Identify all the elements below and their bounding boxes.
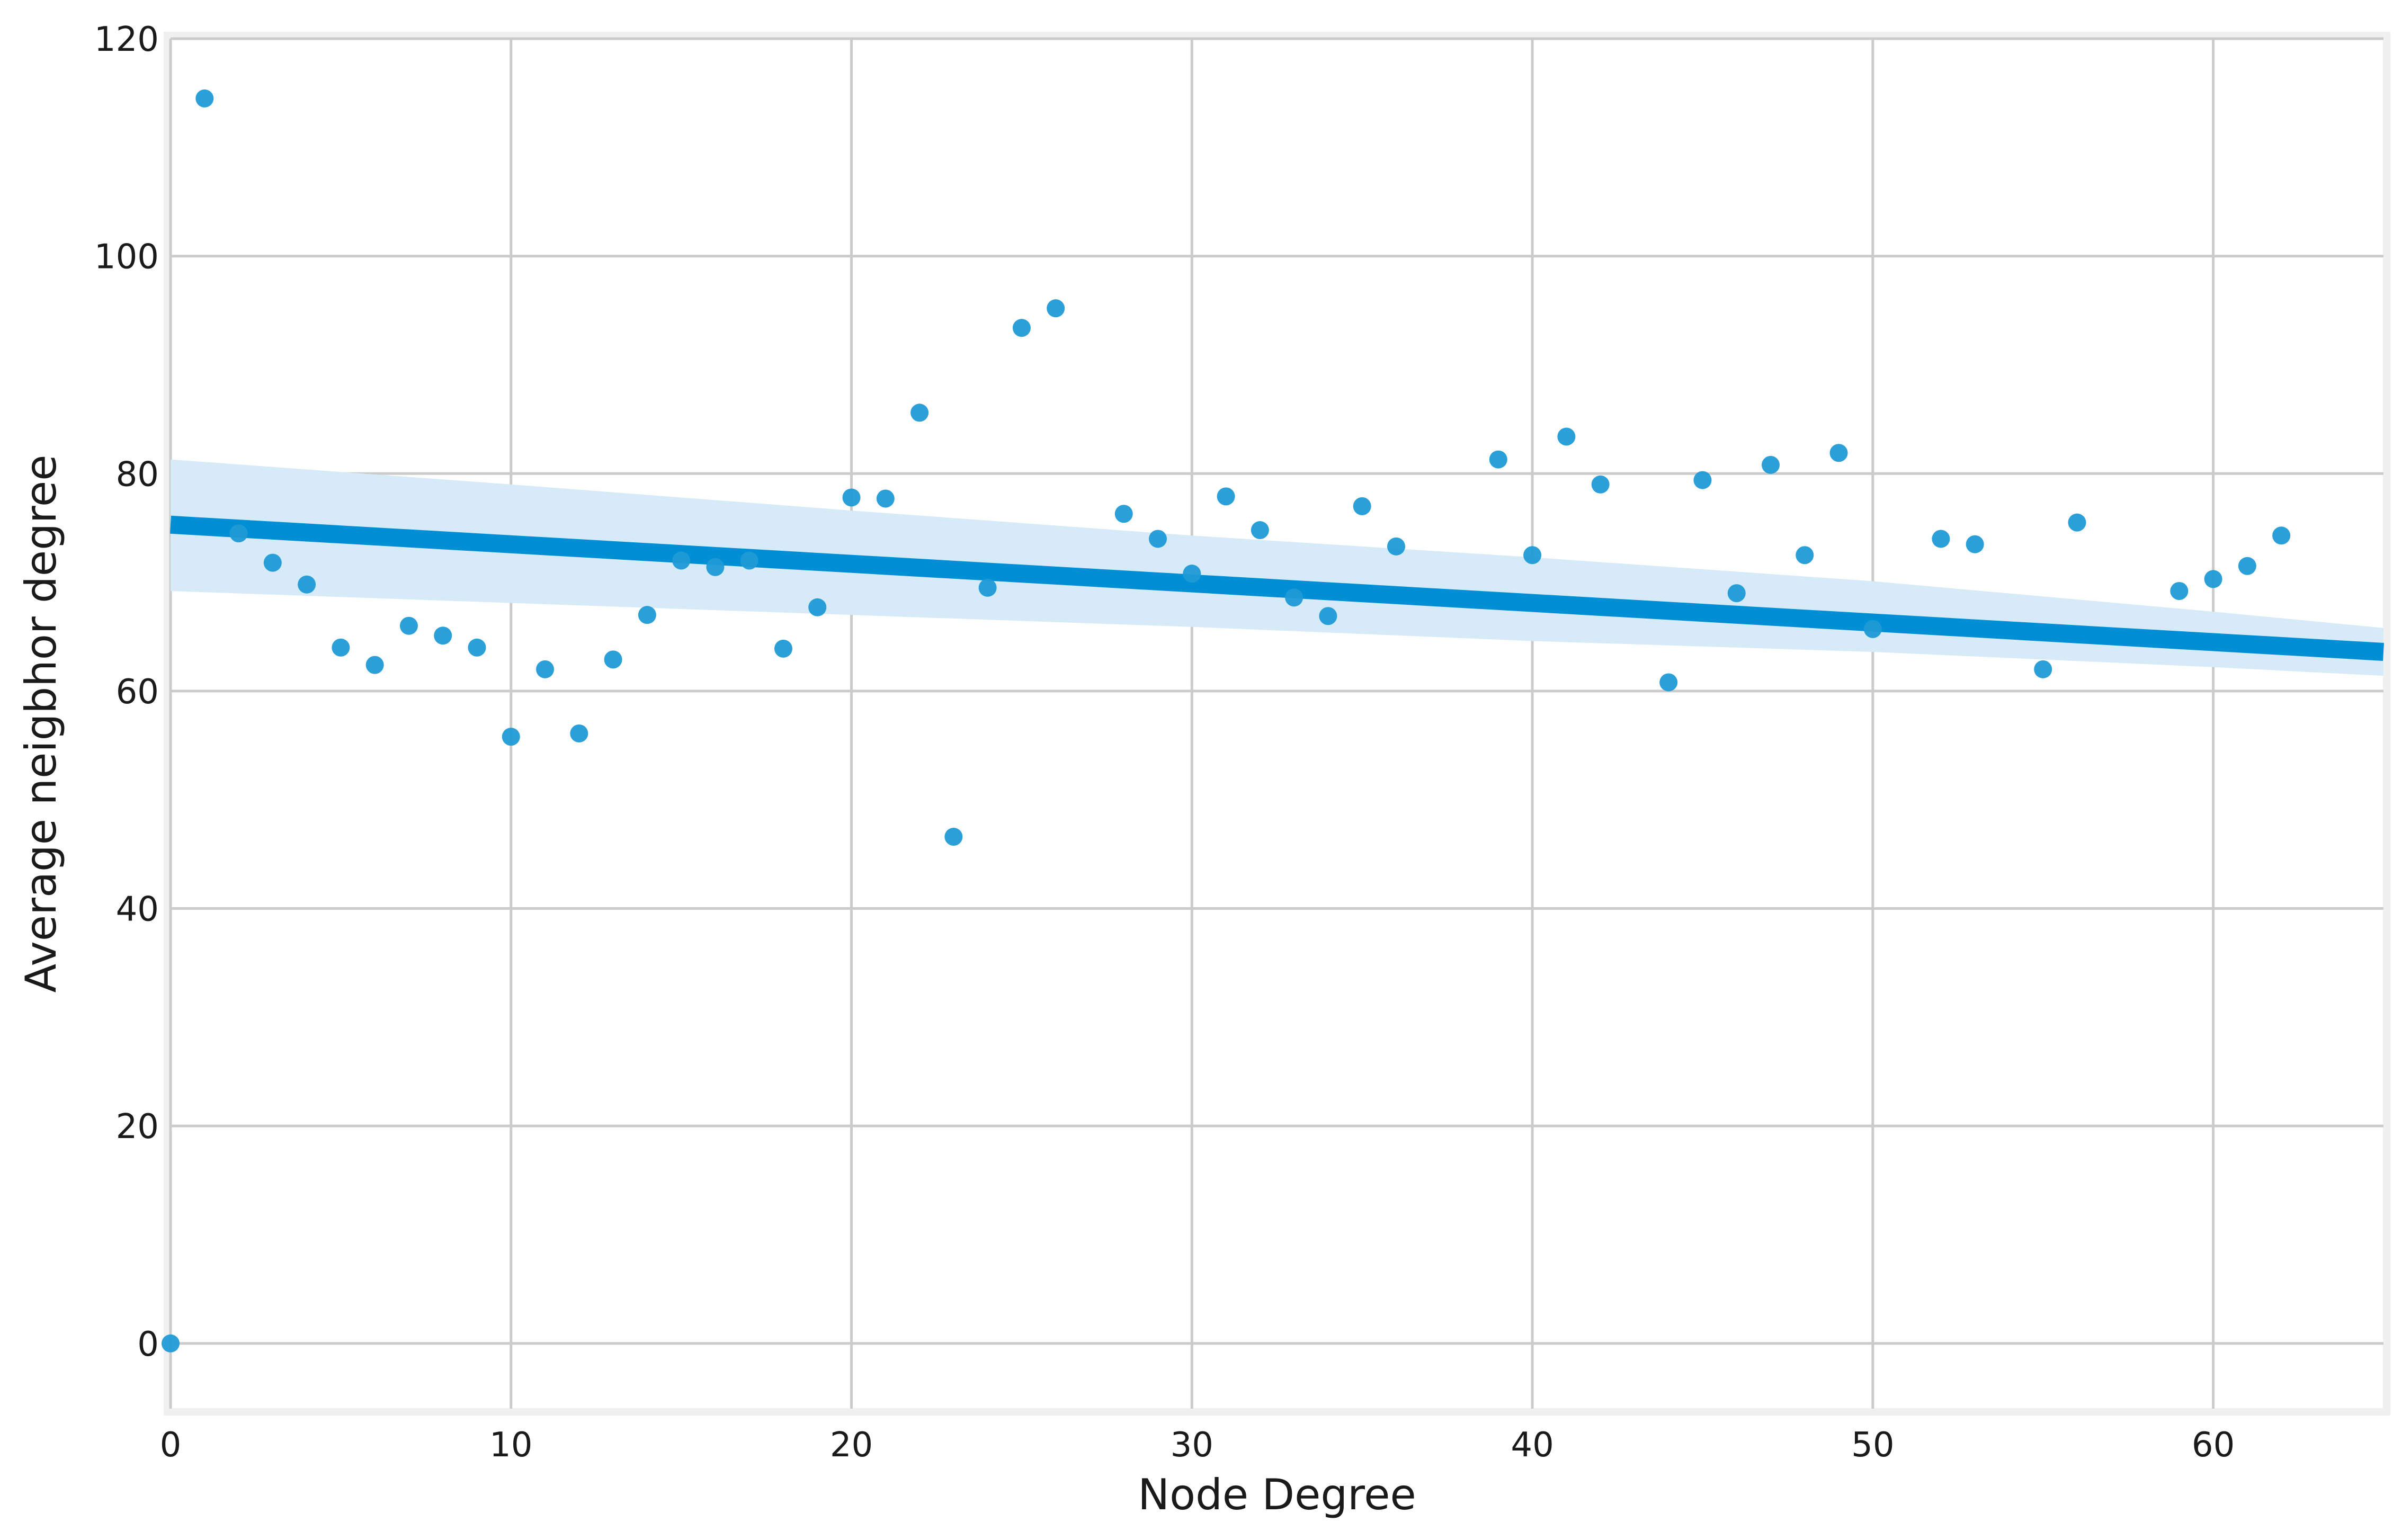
data-point: [1047, 299, 1065, 318]
data-point: [162, 1334, 180, 1353]
regression-line: [170, 515, 2384, 661]
data-point: [1285, 588, 1303, 607]
y-tick-label: 80: [116, 455, 159, 494]
data-point: [740, 551, 758, 570]
x-tick-label: 0: [160, 1426, 182, 1465]
x-tick-labels: 0 10 20 30 40 50 60: [160, 1426, 2235, 1465]
data-point: [842, 488, 861, 507]
data-point: [1727, 584, 1746, 603]
y-tick-label: 40: [116, 890, 159, 929]
data-point: [2204, 570, 2222, 588]
y-tick-labels: 0 20 40 60 80 100 120: [94, 20, 159, 1364]
data-point: [2068, 513, 2086, 532]
y-tick-label: 120: [94, 20, 159, 59]
data-point: [468, 638, 486, 657]
x-tick-label: 30: [1171, 1426, 1213, 1465]
data-point: [1966, 535, 1984, 553]
data-point: [298, 575, 316, 594]
data-point: [1012, 319, 1031, 337]
data-point: [1217, 487, 1235, 506]
data-point: [638, 606, 656, 624]
data-point: [1489, 450, 1507, 469]
x-tick-label: 50: [1851, 1426, 1894, 1465]
y-tick-label: 20: [116, 1107, 159, 1147]
data-point: [1114, 505, 1133, 523]
data-point: [808, 598, 827, 616]
data-point: [195, 89, 214, 108]
data-point: [1659, 673, 1678, 692]
data-point: [876, 489, 895, 508]
data-point: [1863, 620, 1882, 638]
data-point: [944, 828, 963, 846]
y-tick-label: 100: [94, 238, 159, 277]
data-point: [1353, 497, 1371, 515]
data-point: [365, 656, 384, 674]
data-point: [399, 616, 418, 635]
data-point: [1762, 455, 1780, 474]
data-point: [1557, 427, 1576, 446]
data-point: [1149, 530, 1167, 548]
data-point: [2238, 557, 2256, 575]
data-point: [536, 660, 555, 678]
data-point: [1693, 471, 1712, 489]
data-point: [2034, 660, 2052, 678]
data-point: [1183, 565, 1201, 583]
data-point: [1251, 521, 1269, 540]
data-point: [263, 553, 282, 572]
data-point: [706, 558, 725, 576]
data-point: [229, 524, 248, 543]
grid: [169, 37, 2383, 1409]
data-point: [1523, 546, 1542, 565]
data-point: [774, 639, 792, 658]
plot-frame: [164, 32, 2390, 1416]
regression-line-layer: [170, 515, 2384, 661]
y-axis-label: Average neigbhor degree: [16, 455, 66, 993]
x-tick-label: 60: [2192, 1426, 2235, 1465]
x-axis-label: Node Degree: [1138, 1470, 1416, 1519]
data-point: [978, 578, 997, 597]
data-point: [2272, 526, 2291, 545]
data-point: [1319, 607, 1337, 625]
data-point: [1932, 530, 1950, 548]
data-point: [1796, 546, 1814, 565]
data-point: [910, 404, 929, 422]
data-point: [2170, 582, 2189, 601]
data-point: [1829, 444, 1848, 462]
data-point: [1591, 475, 1610, 494]
data-point: [332, 638, 350, 657]
data-point: [434, 626, 452, 645]
data-point: [570, 724, 588, 742]
data-point: [604, 650, 622, 669]
data-point: [672, 551, 691, 570]
y-tick-label: 0: [137, 1325, 159, 1364]
x-tick-label: 20: [830, 1426, 873, 1465]
data-point: [502, 728, 520, 746]
data-point: [1387, 537, 1405, 556]
x-tick-label: 40: [1511, 1426, 1553, 1465]
x-tick-label: 10: [489, 1426, 532, 1465]
data-points: [162, 89, 2291, 1353]
y-tick-label: 60: [116, 673, 159, 712]
